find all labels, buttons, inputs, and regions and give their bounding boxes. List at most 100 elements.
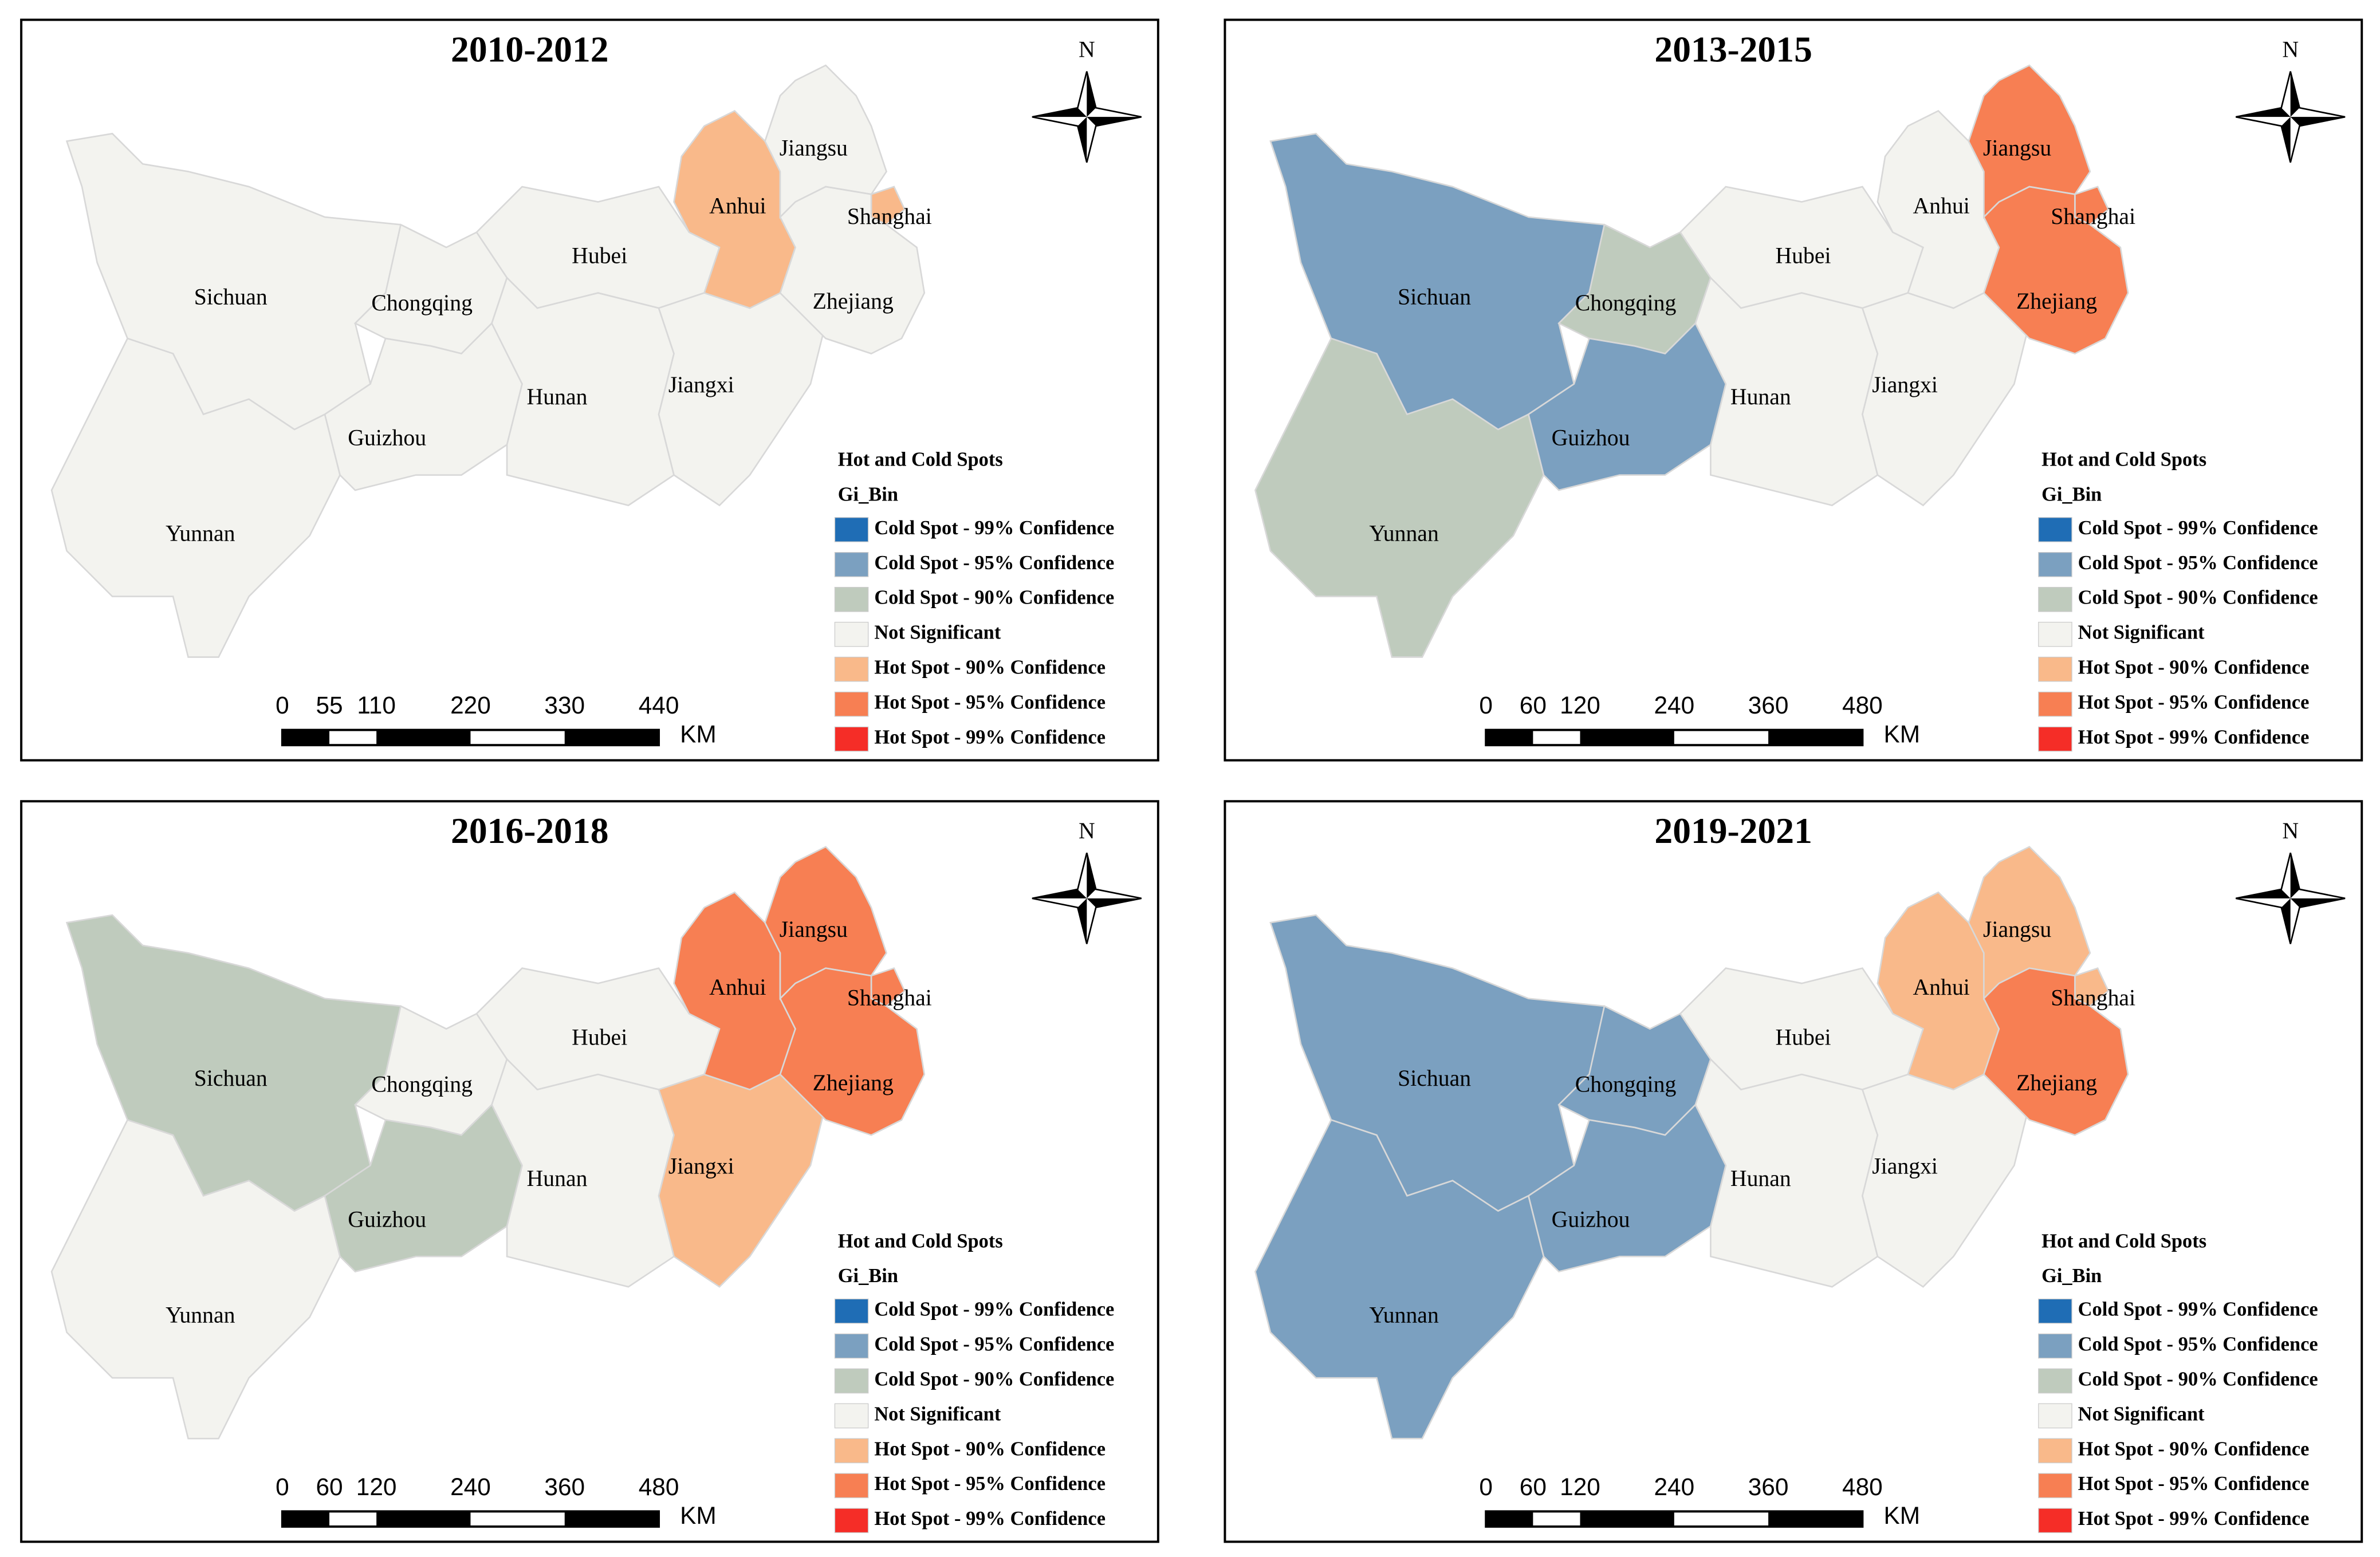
scale-label: 120: [1560, 692, 1600, 719]
province-label: Guizhou: [348, 425, 426, 451]
province-label: Hubei: [1775, 1024, 1831, 1050]
map-panel: Sichuan Yunnan Chongqing Guizhou Hubei Hunan J…: [20, 800, 1159, 1543]
legend-swatch: [2038, 656, 2072, 682]
arrow-fill: [2236, 853, 2346, 944]
north-arrow: N: [1032, 37, 1142, 163]
scale-label: 360: [1748, 692, 1789, 719]
province-label: Yunnan: [166, 521, 235, 546]
scale-unit: KM: [680, 721, 717, 748]
legend-label: Cold Spot - 95% Confidence: [2078, 552, 2318, 574]
legend-label: Cold Spot - 95% Confidence: [874, 552, 1114, 574]
scale-segment: [1509, 1511, 1521, 1527]
legend-field: Gi_Bin: [838, 1265, 898, 1287]
province-label: Jiangsu: [1983, 136, 2051, 161]
north-arrow: N: [1032, 818, 1142, 944]
province-label: Guizhou: [1552, 425, 1630, 451]
province-label: Hubei: [572, 1024, 627, 1050]
panel-title: 2019-2021: [1654, 810, 1812, 851]
north-label: N: [2282, 37, 2299, 62]
scale-segment: [564, 1511, 659, 1527]
legend-swatch: [2038, 1403, 2072, 1429]
panel-title: 2010-2012: [451, 29, 608, 69]
legend-label: Not Significant: [2078, 622, 2205, 644]
scale-segment: [564, 730, 659, 746]
legend-label: Hot Spot - 90% Confidence: [2078, 1438, 2310, 1460]
scale-segment: [1768, 730, 1863, 746]
province-label: Hunan: [1730, 384, 1791, 409]
scale-label: 60: [1520, 1473, 1547, 1500]
province: [779, 186, 926, 354]
province: [1254, 1119, 1545, 1440]
scale-label: 0: [276, 1473, 289, 1500]
province-label: Shanghai: [2051, 986, 2135, 1011]
legend-label: Hot Spot - 99% Confidence: [2078, 1508, 2310, 1530]
scale-label: 0: [1479, 692, 1493, 719]
province-label: Anhui: [1913, 975, 1970, 1000]
legend-swatch: [834, 1438, 869, 1464]
province: [491, 276, 675, 506]
panel-title: 2016-2018: [451, 810, 608, 851]
province-label: Chongqing: [1575, 290, 1677, 316]
legend-swatch: [834, 1368, 869, 1394]
province-label: Chongqing: [371, 1072, 473, 1097]
province-label: Shanghai: [847, 204, 932, 229]
legend-field: Gi_Bin: [838, 484, 898, 506]
province: [1694, 276, 1879, 506]
legend-swatch: [2038, 1508, 2072, 1534]
panel-title: 2013-2015: [1654, 29, 1812, 69]
scale-segment: [376, 1511, 471, 1527]
province-label: Zhejiang: [813, 289, 894, 314]
legend-swatch: [834, 621, 869, 647]
province-label: Jiangxi: [668, 1154, 734, 1179]
legend-label: Hot Spot - 95% Confidence: [874, 1473, 1106, 1495]
north-arrow: N: [2236, 818, 2346, 944]
province-label: Zhejiang: [2016, 1070, 2097, 1095]
legend-swatch: [834, 552, 869, 577]
legend-label: Hot Spot - 90% Confidence: [2078, 657, 2310, 679]
north-label: N: [1079, 818, 1095, 843]
legend-swatch: [2038, 586, 2072, 612]
legend-label: Hot Spot - 99% Confidence: [874, 1508, 1106, 1530]
legend-label: Hot Spot - 95% Confidence: [2078, 692, 2310, 714]
legend-label: Cold Spot - 95% Confidence: [874, 1333, 1114, 1355]
province-label: Yunnan: [166, 1302, 235, 1327]
scale-segment: [1486, 1511, 1533, 1527]
legend-swatch: [2038, 1368, 2072, 1394]
province: [1982, 967, 2129, 1136]
legend-swatch: [2038, 691, 2072, 717]
legend-swatch: [2038, 726, 2072, 752]
legend-swatch: [2038, 517, 2072, 542]
province: [50, 1119, 341, 1440]
province-label: Guizhou: [348, 1207, 426, 1232]
scale-label: 480: [639, 1473, 679, 1500]
legend-label: Cold Spot - 90% Confidence: [874, 1368, 1114, 1390]
legend-label: Cold Spot - 99% Confidence: [2078, 1299, 2318, 1321]
scale-label: 360: [1748, 1473, 1789, 1500]
province-label: Jiangsu: [1983, 917, 2051, 942]
legend-swatch: [834, 517, 869, 542]
province-label: Sichuan: [194, 1066, 267, 1091]
province-label: Hubei: [572, 243, 627, 269]
province-label: Zhejiang: [813, 1070, 894, 1095]
province-label: Anhui: [1913, 193, 1970, 218]
legend-swatch: [834, 586, 869, 612]
scale-segment: [1509, 730, 1521, 746]
scale-unit: KM: [1883, 721, 1920, 748]
scale-label: 480: [1842, 692, 1883, 719]
legend-label: Hot Spot - 95% Confidence: [874, 692, 1106, 714]
scale-label: 60: [316, 1473, 343, 1500]
legend-swatch: [2038, 1333, 2072, 1359]
province-label: Chongqing: [371, 290, 473, 316]
legend-label: Cold Spot - 90% Confidence: [2078, 1368, 2318, 1390]
scale-segment: [1580, 1511, 1674, 1527]
province-label: Anhui: [709, 975, 766, 1000]
scale-label: 240: [450, 1473, 491, 1500]
province-label: Sichuan: [1398, 1066, 1471, 1091]
legend-title: Hot and Cold Spots: [838, 1230, 1003, 1252]
province-label: Jiangsu: [780, 136, 848, 161]
legend-label: Hot Spot - 99% Confidence: [874, 727, 1106, 748]
province-label: Zhejiang: [2016, 289, 2097, 314]
province-label: Chongqing: [1575, 1072, 1677, 1097]
province-label: Jiangxi: [1872, 372, 1938, 397]
